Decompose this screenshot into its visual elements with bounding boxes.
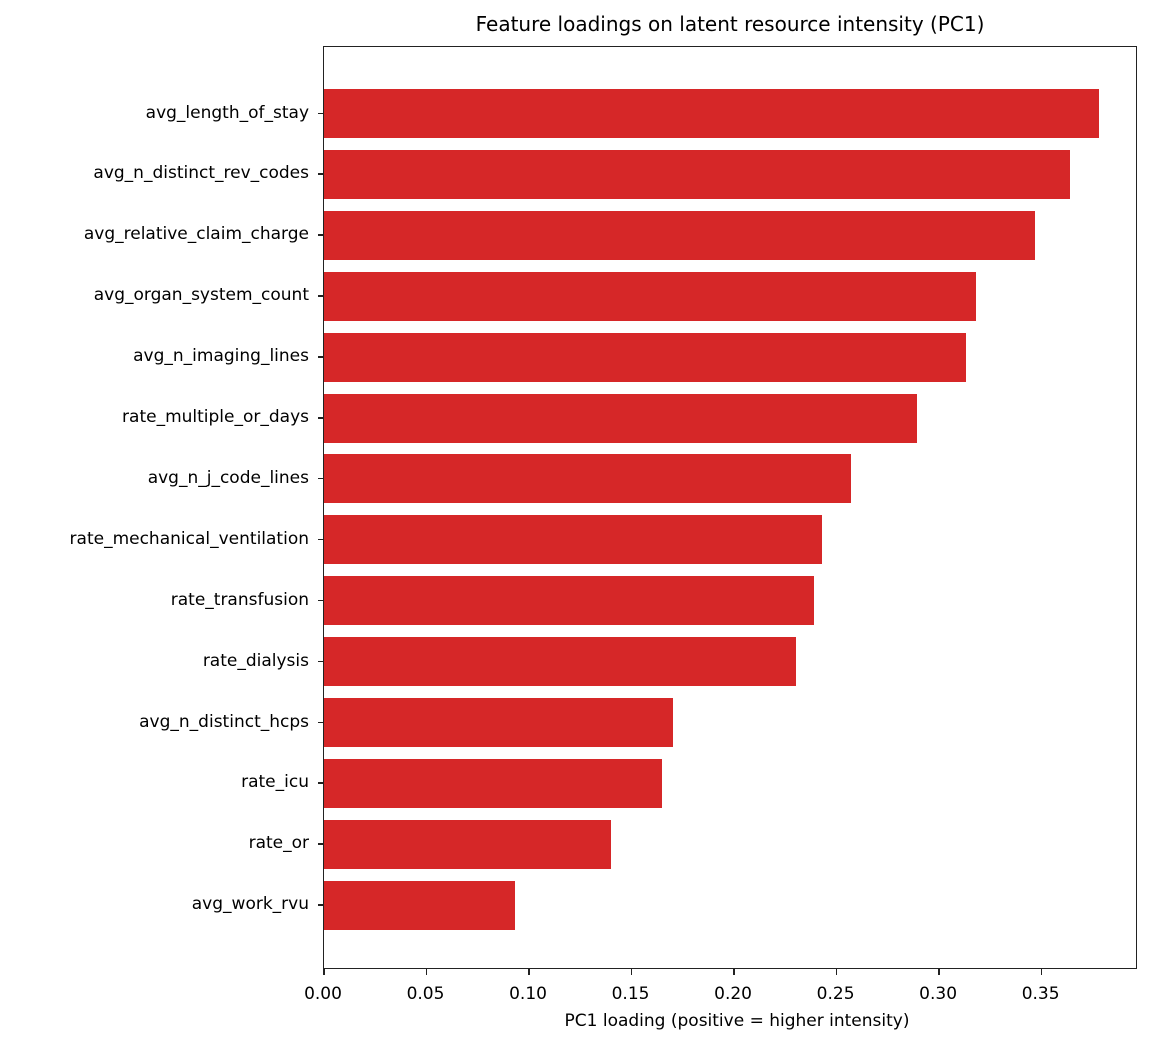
y-tick-label: rate_dialysis [202, 650, 309, 671]
y-tick [318, 538, 323, 541]
x-tick-label: 0.30 [919, 984, 958, 1004]
y-tick [318, 234, 323, 236]
x-tick [528, 969, 530, 975]
y-tick [318, 904, 323, 906]
bar [324, 332, 966, 382]
x-axis-label: PC1 loading (positive = higher intensity… [564, 1011, 910, 1031]
chart-title: Feature loadings on latent resource inte… [475, 12, 985, 36]
y-tick [318, 295, 323, 297]
y-tick [318, 599, 323, 602]
x-tick-label: 0.20 [714, 984, 752, 1004]
bar [324, 758, 663, 808]
x-tick [1040, 969, 1043, 975]
y-tick [318, 356, 323, 358]
x-tick-label: 0.15 [611, 984, 650, 1004]
x-tick [425, 969, 428, 975]
bar [324, 698, 673, 747]
x-tick [630, 969, 633, 975]
y-tick-label: avg_organ_system_count [93, 285, 309, 306]
y-tick [318, 782, 323, 784]
bar [324, 819, 612, 869]
y-tick [318, 721, 323, 723]
plot-area [323, 46, 1137, 969]
x-tick-label: 0.00 [304, 984, 342, 1004]
bar [324, 271, 977, 321]
x-tick-label: 0.25 [816, 984, 855, 1004]
x-tick [835, 969, 838, 975]
bar [324, 149, 1071, 199]
bar [324, 393, 917, 443]
y-tick-label: rate_transfusion [170, 589, 309, 610]
y-tick [318, 173, 323, 175]
y-tick-label: avg_n_distinct_rev_codes [93, 163, 309, 184]
x-tick [938, 969, 940, 975]
bar [324, 515, 823, 565]
bar [324, 89, 1100, 138]
bar [324, 880, 515, 930]
y-tick-label: rate_icu [241, 772, 309, 793]
y-tick-label: rate_or [248, 833, 309, 854]
bar [324, 576, 815, 626]
x-tick [323, 969, 325, 975]
y-tick-label: avg_relative_claim_charge [83, 224, 309, 245]
y-tick [318, 477, 323, 480]
y-tick [318, 660, 323, 663]
y-tick [318, 417, 323, 419]
y-tick-label: rate_multiple_or_days [122, 407, 309, 427]
y-tick [318, 112, 323, 114]
y-tick-label: avg_n_distinct_hcps [139, 711, 309, 732]
bar [324, 637, 796, 687]
y-tick [318, 843, 323, 845]
y-tick-label: avg_n_j_code_lines [147, 467, 309, 488]
x-tick-label: 0.35 [1021, 984, 1060, 1004]
x-tick-label: 0.10 [509, 984, 547, 1004]
y-tick-label: avg_length_of_stay [145, 102, 309, 123]
y-tick-label: avg_n_imaging_lines [133, 346, 309, 367]
x-tick-label: 0.05 [406, 984, 445, 1004]
y-tick-label: avg_work_rvu [191, 894, 309, 915]
bar [324, 454, 851, 504]
bar [324, 210, 1036, 260]
x-tick [733, 969, 735, 975]
y-tick-label: rate_mechanical_ventilation [69, 528, 309, 549]
